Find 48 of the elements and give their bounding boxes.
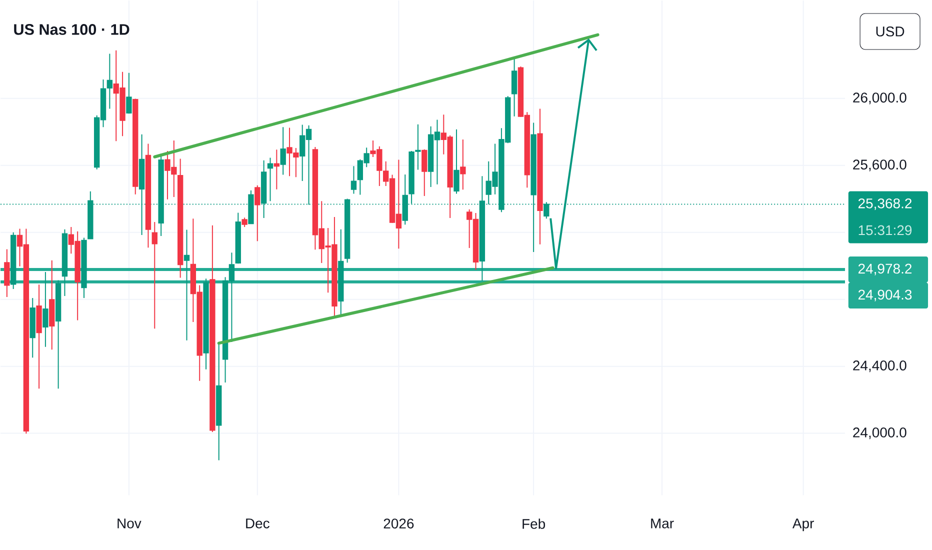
candlestick bbox=[42, 271, 48, 348]
candlestick bbox=[4, 248, 10, 298]
candlestick bbox=[210, 224, 216, 432]
candlestick bbox=[62, 228, 68, 296]
candlestick bbox=[138, 134, 145, 236]
x-tick-label: Feb bbox=[522, 518, 546, 529]
candlestick bbox=[203, 278, 209, 370]
y-tick-label: 25,600.0 bbox=[853, 160, 906, 172]
candlestick bbox=[254, 184, 260, 242]
candlestick bbox=[152, 221, 158, 330]
candlestick bbox=[422, 148, 428, 196]
candlestick bbox=[454, 128, 460, 194]
candlestick bbox=[126, 72, 132, 114]
y-tick-label: 26,000.0 bbox=[853, 92, 906, 104]
x-tick-label: Nov bbox=[118, 518, 142, 528]
x-tick-label: Dec bbox=[246, 518, 270, 528]
text: US Nas 100 · 1D bbox=[14, 24, 130, 35]
candlestick bbox=[511, 56, 518, 117]
x-tick-label: Mar bbox=[651, 518, 674, 528]
ref-line-label: 24,904.3 bbox=[858, 290, 912, 302]
x-tick-label: 2026 bbox=[384, 518, 414, 528]
candlestick bbox=[338, 228, 344, 316]
candlestick bbox=[55, 280, 62, 389]
text: 15:31:29 bbox=[858, 225, 912, 236]
candlestick bbox=[145, 143, 152, 248]
candlestick bbox=[10, 232, 16, 290]
candlestick bbox=[460, 138, 466, 190]
candlestick bbox=[537, 108, 543, 245]
candlestick bbox=[132, 98, 138, 195]
candlestick bbox=[274, 149, 280, 190]
candlestick bbox=[36, 284, 42, 389]
candlestick bbox=[177, 158, 184, 278]
candlestick bbox=[242, 217, 248, 228]
candlestick bbox=[350, 165, 357, 194]
candlestick bbox=[81, 237, 87, 298]
ref-line-label: 25,368.2 bbox=[858, 198, 912, 210]
y-tick-label: 24,000.0 bbox=[853, 427, 906, 439]
candlestick bbox=[216, 343, 222, 461]
y-axis-title: USD bbox=[876, 26, 904, 36]
x-tick-label: Apr bbox=[792, 518, 814, 532]
candlestick bbox=[184, 229, 190, 341]
candlestick bbox=[235, 212, 241, 264]
candlestick bbox=[280, 126, 286, 176]
ref-line-label: 24,978.2 bbox=[858, 264, 912, 276]
y-tick-label: 24,400.0 bbox=[853, 360, 906, 372]
candlestick bbox=[30, 297, 36, 358]
candlestick bbox=[267, 157, 274, 202]
candlestick bbox=[49, 260, 55, 350]
